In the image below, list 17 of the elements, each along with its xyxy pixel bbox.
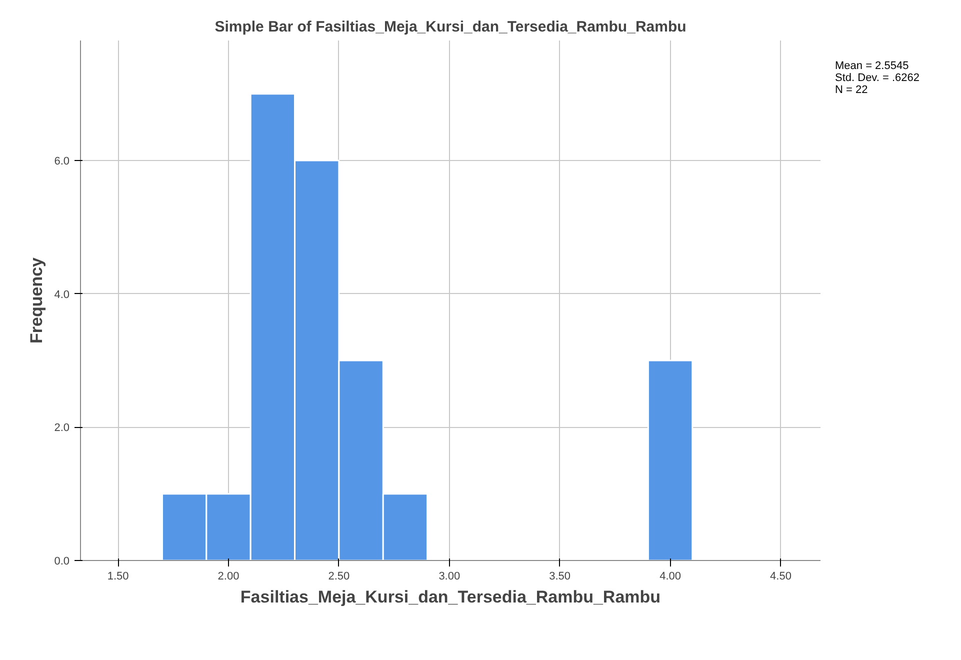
y-tick-label: 2.0 xyxy=(54,422,70,434)
chart-title: Simple Bar of Fasiltias_Meja_Kursi_dan_Tersedia_Rambu_Rambu xyxy=(214,18,686,36)
x-axis-title: Fasiltias_Meja_Kursi_dan_Tersedia_Rambu_Rambu xyxy=(240,588,661,606)
text: Mean = 2.5545 xyxy=(835,60,909,72)
x-tick-label: 2.00 xyxy=(218,570,240,582)
y-tick-label: 4.0 xyxy=(54,288,70,301)
y-tick-label: 6.0 xyxy=(54,156,70,168)
y-axis-title: Frequency xyxy=(27,256,46,344)
x-tick-label: 4.50 xyxy=(770,570,792,582)
text: N = 22 xyxy=(835,84,868,96)
y-tick-label: 0.0 xyxy=(54,556,70,568)
x-tick-label: 4.00 xyxy=(660,570,682,582)
text: Std. Dev. = .6262 xyxy=(835,72,920,84)
x-tick-label: 3.00 xyxy=(438,570,460,582)
x-tick-label: 2.50 xyxy=(328,570,350,582)
x-tick-label: 1.50 xyxy=(107,570,129,582)
x-tick-label: 3.50 xyxy=(549,570,571,582)
